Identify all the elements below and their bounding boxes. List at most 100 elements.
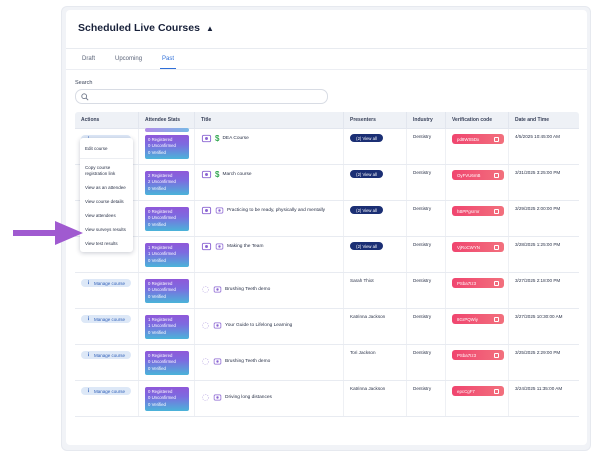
registered-count: 0 Registered [148, 280, 173, 286]
verification-code-button[interactable]: PSba7Iz3 [452, 278, 504, 288]
page-title: Scheduled Live Courses [78, 22, 200, 34]
copy-icon [494, 352, 499, 358]
tab-past[interactable]: Past [160, 54, 177, 69]
search-icon [81, 93, 89, 101]
search-label: Search [75, 80, 93, 86]
menu-view-as-attendee[interactable]: View as an attendee [85, 184, 126, 190]
industry-text: Dentistry [413, 350, 432, 355]
cell-stats: 0 Registered 0 Unconfirmed 0 Verified [139, 345, 195, 380]
course-title[interactable]: Driving long distances [225, 395, 272, 400]
cell-actions: ⋮Manage course [75, 381, 139, 416]
cell-datetime: 4/5/2025 10:45:00 AM [509, 129, 579, 164]
verification-code-button[interactable]: PSba7Iz3 [452, 350, 504, 360]
manage-course-button[interactable]: ⋮Manage course [81, 387, 131, 395]
verification-code-button[interactable]: pd8WS5Dx [452, 134, 504, 144]
course-title[interactable]: Practicing to be ready, physically and m… [227, 208, 326, 213]
manage-course-button[interactable]: ⋮Manage course [81, 351, 131, 359]
course-title-group: Practicing to be ready, physically and m… [201, 205, 325, 216]
menu-copy-registration-link[interactable]: Copy course registration link [85, 165, 116, 176]
course-title[interactable]: DEA Course [222, 136, 249, 141]
view-all-presenters-button[interactable]: (2) View all [350, 134, 383, 142]
course-datetime: 3/31/2025 3:25:00 PM [515, 170, 561, 175]
cell-title: Brushing Teeth demo [195, 345, 344, 380]
industry-text: Dentistry [413, 242, 432, 247]
cell-stats: 0 Registered 0 Unconfirmed 0 Verified [139, 273, 195, 308]
cell-stats: 0 Registered 0 Unconfirmed 0 Verified [139, 381, 195, 416]
course-title-group: Your Guide to Lifelong Learning [201, 321, 292, 330]
cell-presenters: (2) View all [344, 129, 407, 164]
header-presenters: Presenters [344, 112, 407, 128]
menu-view-attendees[interactable]: View attendees [85, 212, 116, 218]
tab-upcoming[interactable]: Upcoming [115, 56, 143, 62]
cell-presenters: Sarah Thiot [344, 273, 407, 308]
course-datetime: 3/28/2025 1:25:00 PM [515, 242, 561, 247]
panel-header: Scheduled Live Courses ▲ [78, 22, 214, 34]
cell-presenters: (2) View all [344, 201, 407, 236]
course-title-group: Brushing Teeth demo [201, 357, 270, 366]
view-all-presenters-button[interactable]: (2) View all [350, 206, 383, 214]
header-actions: Actions [75, 112, 139, 128]
cell-presenters: Tori Jackson [344, 345, 407, 380]
manage-course-label: Manage course [94, 352, 126, 358]
view-all-presenters-button[interactable]: (2) View all [350, 170, 383, 178]
course-title[interactable]: Brushing Teeth demo [225, 287, 271, 292]
kebab-icon: ⋮ [86, 316, 91, 322]
cell-title: Your Guide to Lifelong Learning [195, 309, 344, 344]
verification-code-button[interactable]: epcCgF7 [452, 386, 504, 396]
cell-code: PSba7Iz3 [446, 345, 509, 380]
menu-divider [80, 158, 133, 160]
industry-text: Dentistry [413, 170, 432, 175]
cell-datetime: 3/29/2025 2:00:00 PM [509, 201, 579, 236]
course-datetime: 3/27/2025 2:18:00 PM [515, 278, 561, 283]
menu-view-test-results[interactable]: View test results [85, 241, 118, 247]
cell-title: $ March course [195, 165, 344, 200]
courses-panel: Scheduled Live Courses ▲ Draft Upcoming … [66, 10, 587, 445]
industry-text: Dentistry [413, 206, 432, 211]
copy-icon [494, 244, 499, 250]
course-icon [201, 133, 212, 144]
menu-view-surveys-results[interactable]: View surveys results [85, 227, 126, 233]
course-title-group: Brushing Teeth demo [201, 285, 270, 294]
course-title[interactable]: Brushing Teeth demo [225, 359, 271, 364]
header-verification-code: Verification code [446, 112, 509, 128]
cell-code: OyFVU6mB [446, 165, 509, 200]
verification-code-button[interactable]: OyFVU6mB [452, 170, 504, 180]
unconfirmed-count: 0 Unconfirmed [148, 287, 176, 292]
verification-code-button[interactable]: VjRoCWYN [452, 242, 504, 252]
menu-view-course-details[interactable]: View course details [85, 198, 124, 204]
verified-count: 0 Verified [148, 401, 166, 407]
course-title[interactable]: Making the Team [227, 244, 264, 249]
cell-datetime: 3/25/2025 2:29:00 PM [509, 345, 579, 380]
kebab-icon: ⋮ [86, 280, 91, 286]
cell-stats: 0 Registered 0 Unconfirmed 0 Verified [139, 129, 195, 164]
collapse-caret-icon[interactable]: ▲ [205, 23, 214, 33]
attendee-stats-badge: 0 Registered 0 Unconfirmed 0 Verified [145, 135, 189, 159]
course-title[interactable]: Your Guide to Lifelong Learning [225, 323, 293, 328]
cell-code: hBPPgsrmr [446, 201, 509, 236]
cell-stats: 0 Registered 0 Unconfirmed 0 Verified [139, 201, 195, 236]
verification-code-button[interactable]: 8GrPQWiy [452, 314, 504, 324]
tabs-divider [66, 69, 587, 70]
manage-course-button[interactable]: ⋮Manage course [81, 315, 131, 323]
registered-count: 0 Registered [148, 136, 173, 142]
tab-draft[interactable]: Draft [82, 56, 96, 62]
course-title[interactable]: March course [222, 172, 252, 177]
registered-count: 1 Registered [148, 244, 173, 250]
industry-text: Dentistry [413, 314, 432, 319]
verification-code: PSba7Iz3 [457, 280, 477, 286]
cell-datetime: 3/27/2025 10:30:00 AM [509, 309, 579, 344]
verified-count: 0 Verified [148, 185, 166, 191]
menu-edit-course[interactable]: Edit course [85, 146, 108, 151]
verification-code-button[interactable]: hBPPgsrmr [452, 206, 504, 216]
course-datetime: 3/25/2025 2:29:00 PM [515, 350, 561, 355]
search-input[interactable] [75, 89, 328, 104]
verification-code: epcCgF7 [457, 388, 475, 394]
view-all-presenters-button[interactable]: (2) View all [350, 242, 383, 250]
registered-count: 2 Registered [148, 172, 173, 178]
course-icon [213, 285, 222, 294]
manage-course-button[interactable]: ⋮Manage course [81, 279, 131, 287]
